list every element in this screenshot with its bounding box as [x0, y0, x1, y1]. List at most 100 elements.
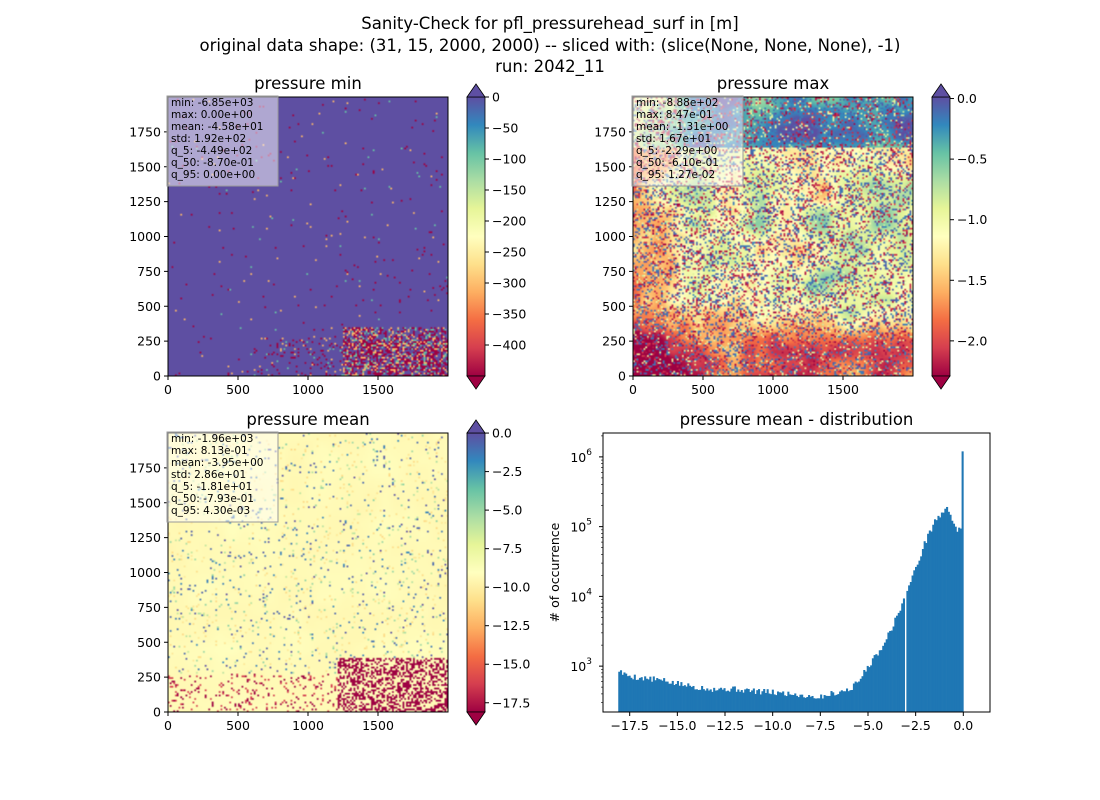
colorbar-tick-label: −250	[492, 245, 526, 260]
histogram-bar	[835, 694, 838, 712]
heatmap-panel-pressure-max: pressure max 0 500 1000 1500 0 250 500 750 1000 12…	[594, 74, 987, 397]
y-tick-label: 0	[153, 705, 161, 720]
histogram-bar	[740, 690, 743, 712]
histogram-bar	[949, 514, 952, 712]
histogram-bar	[687, 683, 690, 712]
histogram-bar	[890, 630, 893, 712]
y-tick-label: 500	[137, 299, 161, 314]
histogram-bar	[735, 691, 738, 712]
histogram-bar	[785, 696, 788, 712]
histogram-bar	[778, 692, 781, 712]
histogram-bar	[882, 645, 885, 712]
colorbar-tick-label: −100	[492, 152, 526, 167]
y-tick-base: 10	[570, 659, 586, 674]
colorbar-tick-label: −17.5	[492, 695, 530, 710]
y-tick-base: 10	[570, 520, 586, 535]
histogram-bar	[699, 689, 702, 712]
histogram-bar	[645, 678, 648, 712]
histogram-bar	[883, 642, 887, 712]
y-tick-label: 104	[570, 587, 592, 604]
colorbar-extend-bottom	[466, 711, 486, 726]
histogram-bar	[797, 697, 800, 712]
histogram-bar	[633, 674, 636, 712]
x-tick-label: 1500	[362, 382, 394, 397]
histogram-bar	[711, 691, 714, 712]
histogram-bar	[902, 598, 906, 712]
colorbar-ramp	[466, 96, 486, 377]
histogram-bar	[915, 566, 918, 712]
histogram-bar	[651, 681, 654, 712]
x-tick-label: 1500	[362, 718, 394, 733]
y-tick-label: 250	[602, 334, 626, 349]
colorbar-tick-label: 0.0	[492, 426, 512, 441]
colorbar-ramp	[466, 432, 486, 713]
y-tick-label: 250	[137, 334, 161, 349]
stats-box-background	[631, 95, 744, 187]
histogram-bar	[706, 688, 709, 712]
histogram-bar	[830, 691, 833, 712]
histogram-bar	[868, 667, 871, 712]
histogram-bars	[618, 451, 964, 712]
stats-line: min: -6.85e+03	[171, 97, 253, 109]
histogram-bar	[657, 679, 661, 712]
axes-frame	[602, 432, 991, 713]
histogram-bar	[923, 541, 926, 712]
histogram-bar	[676, 681, 679, 712]
stats-line: mean: -4.58e+01	[171, 121, 263, 133]
panel-title: pressure min	[254, 74, 362, 93]
histogram-bar	[702, 689, 705, 712]
histogram-bar	[892, 626, 895, 712]
stats-line: mean: -1.31e+00	[636, 121, 728, 133]
y-tick-exponent: 4	[586, 587, 592, 597]
histogram-bar	[625, 673, 628, 712]
histogram-bar	[718, 688, 721, 712]
figure-title-line-3: run: 2042_11	[495, 57, 605, 77]
histogram-bar	[745, 688, 748, 712]
histogram-bar	[756, 690, 759, 712]
histogram-bar	[930, 531, 933, 712]
histogram-bar	[827, 695, 830, 712]
histogram-bar	[878, 650, 881, 712]
histogram-bar	[814, 698, 818, 712]
y-tick-label: 103	[570, 657, 592, 674]
colorbar-tick-label: −5.0	[492, 503, 522, 518]
y-tick-label: 0	[153, 369, 161, 384]
histogram-bar	[682, 686, 685, 712]
histogram-bar	[770, 694, 773, 712]
histogram-panel: pressure mean - distribution −17.5 −15.0 −1…	[547, 410, 991, 733]
histogram-bar	[649, 676, 652, 712]
histogram-bar	[811, 695, 814, 712]
histogram-bar	[946, 506, 949, 712]
colorbar-tick-label: −350	[492, 307, 526, 322]
histogram-bar	[663, 678, 666, 712]
colorbar-tick-label: −400	[492, 338, 526, 353]
panel-title: pressure mean	[246, 410, 369, 429]
y-tick-label: 750	[137, 600, 161, 615]
histogram-bar	[861, 676, 864, 712]
histogram-bar	[832, 692, 835, 712]
histogram-bar	[664, 681, 667, 712]
stats-line: q_95: 4.30e-03	[171, 505, 250, 517]
histogram-bar	[704, 690, 707, 712]
histogram-bar	[635, 679, 638, 712]
histogram-bar	[866, 665, 869, 712]
stats-line: std: 2.86e+01	[171, 469, 246, 481]
histogram-bar	[939, 517, 942, 712]
colorbar: 0.0 −2.5 −5.0 −7.5 −10.0 −12.5 −15.0 −17.5	[466, 419, 530, 726]
histogram-bar	[956, 531, 959, 712]
y-tick-exponent: 5	[586, 518, 592, 528]
histogram-bar	[671, 680, 674, 712]
histogram-bar	[844, 691, 847, 712]
y-tick-label: 250	[137, 670, 161, 685]
colorbar-tick-label: 0.0	[957, 91, 977, 106]
histogram-bar	[804, 697, 807, 712]
colorbar-tick-label: −2.5	[492, 464, 522, 479]
histogram-bar	[739, 691, 742, 712]
histogram-bar	[737, 689, 740, 712]
x-tick-label: −2.5	[900, 718, 930, 733]
x-tick-label: 1500	[827, 382, 859, 397]
histogram-bar	[697, 689, 700, 712]
histogram-bar	[940, 512, 943, 712]
